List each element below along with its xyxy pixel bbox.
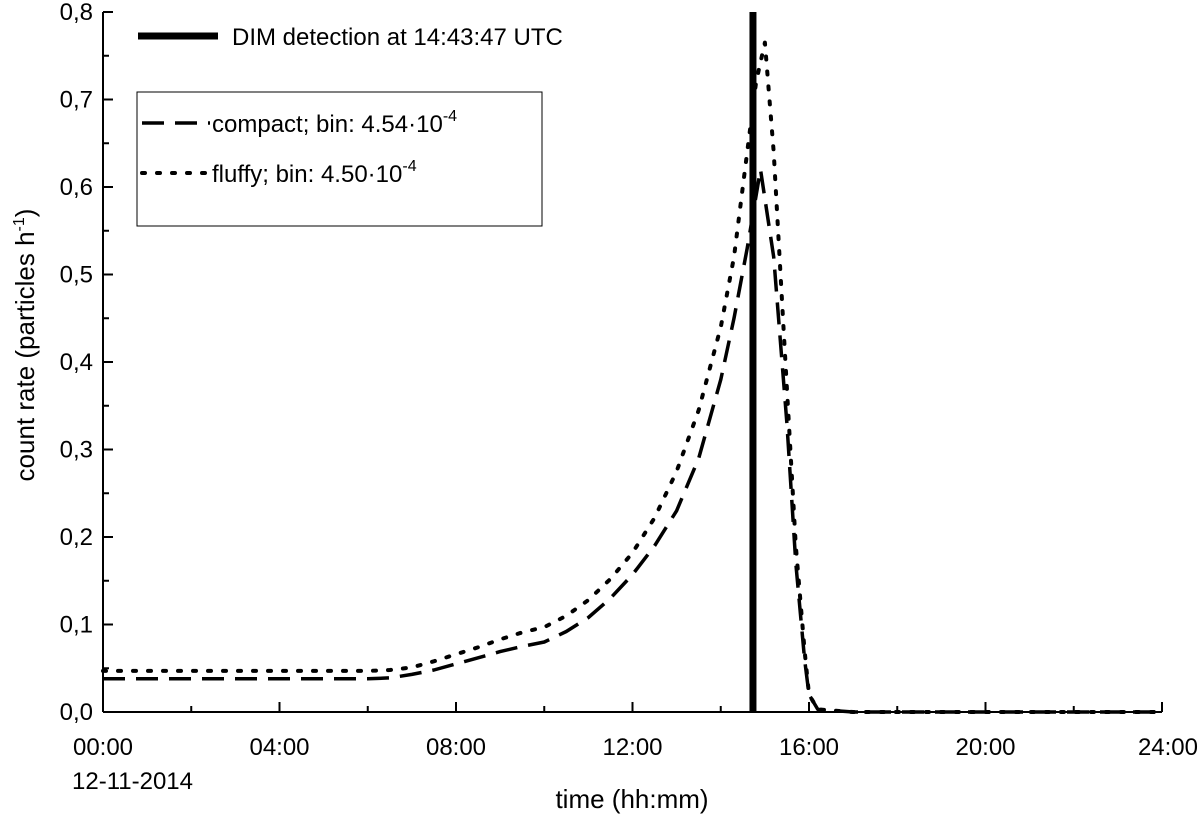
- date-label: 12-11-2014: [72, 768, 193, 795]
- legend-box: [136, 91, 543, 227]
- x-axis-title: time (hh:mm): [555, 784, 708, 814]
- legend-label-main: fluffy; bin: 4.50·10: [212, 161, 402, 188]
- y-axis-ticks: 0,0 0,1 0,2 0,3 0,4 0,5 0,6 0,7 0,8: [60, 0, 113, 726]
- x-axis-ticks: 00:00 04:00 08:00 12:00 16:00 20:00 24:00: [73, 702, 1198, 761]
- series-line-fluffy: [101, 40, 1164, 714]
- legend-label-compact: compact; bin: 4.54·10-4: [212, 108, 457, 138]
- x-tick-label: 12:00: [602, 734, 662, 761]
- x-tick-label: 08:00: [426, 734, 486, 761]
- y-tick-label: 0,7: [60, 87, 93, 114]
- x-tick-label: 24:00: [1138, 734, 1198, 761]
- legend-label-sup: -4: [443, 108, 457, 125]
- y-tick-label: 0,1: [60, 612, 93, 639]
- y-axis-title: count rate (particles h-1): [10, 209, 40, 482]
- y-axis-title-close: ): [10, 209, 40, 218]
- legend-label-main: compact; bin: 4.54·10: [212, 111, 443, 138]
- y-tick-label: 0,5: [60, 262, 93, 289]
- x-tick-label: 20:00: [955, 734, 1015, 761]
- x-tick-label: 16:00: [779, 734, 839, 761]
- y-tick-label: 0,3: [60, 437, 93, 464]
- y-tick-label: 0,8: [60, 0, 93, 26]
- x-tick-label: 00:00: [73, 734, 133, 761]
- y-axis-title-main: count rate (particles h: [10, 231, 40, 481]
- y-tick-label: 0,2: [60, 524, 93, 551]
- y-tick-label: 0,4: [60, 349, 93, 376]
- detection-legend-label: DIM detection at 14:43:47 UTC: [232, 24, 563, 51]
- y-tick-label: 0,6: [60, 174, 93, 201]
- legend-label-fluffy: fluffy; bin: 4.50·10-4: [212, 158, 417, 188]
- x-tick-label: 04:00: [249, 734, 309, 761]
- y-axis-title-sup: -1: [11, 217, 28, 231]
- series-line-compact: [103, 167, 1162, 714]
- series-layer: [101, 40, 1164, 714]
- legend-label-sup: -4: [402, 158, 416, 175]
- y-tick-label: 0,0: [60, 699, 93, 726]
